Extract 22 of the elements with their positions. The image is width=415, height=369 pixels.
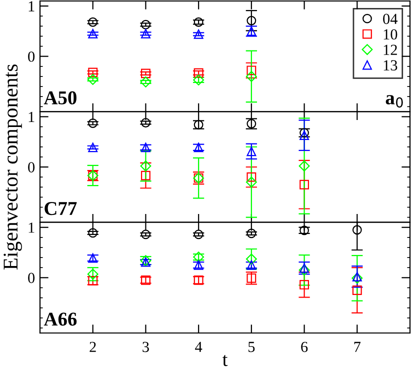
y-axis-title: Eigenvector components <box>4 64 22 270</box>
y-tick-label: 1 <box>28 112 34 122</box>
x-tick-label: 4 <box>195 342 202 352</box>
annotation: a$_{0}$ <box>386 95 403 108</box>
annotation: C77 <box>44 202 77 216</box>
x-axis-title: t <box>222 354 228 366</box>
x-tick-label: 2 <box>90 342 96 352</box>
annotation: A66 <box>44 312 77 326</box>
y-tick-label: 0 <box>28 272 35 284</box>
x-tick-label: 5 <box>248 342 255 352</box>
y-tick-label: 0 <box>28 51 35 62</box>
y-tick-label: 1 <box>28 222 34 233</box>
y-tick-label: 0 <box>28 162 35 172</box>
x-tick-label: 3 <box>142 342 149 352</box>
y-tick-label: 1 <box>28 1 34 12</box>
x-tick-label: 7 <box>354 342 361 352</box>
legend-label: 04 <box>383 14 398 24</box>
x-tick-label: 6 <box>301 342 308 352</box>
annotation: A50 <box>44 91 76 104</box>
legend-label: 13 <box>384 60 398 70</box>
legend-label: 10 <box>384 29 398 40</box>
legend-label: 12 <box>384 44 397 55</box>
